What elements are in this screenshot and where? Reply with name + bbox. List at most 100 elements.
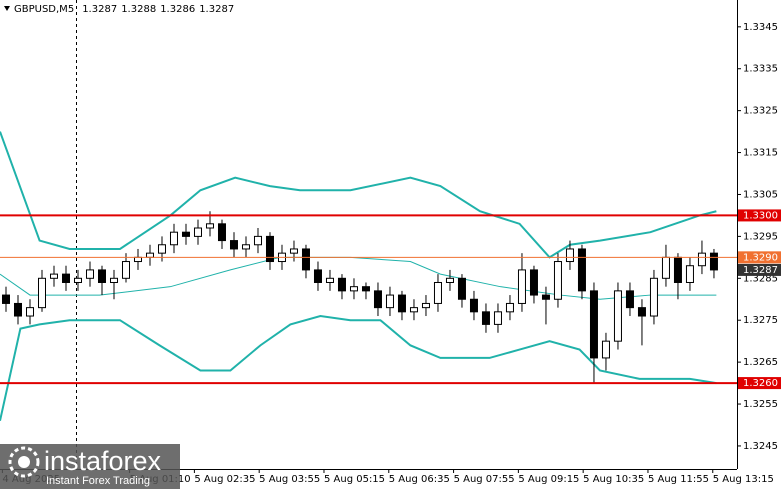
candle-body: [409, 307, 418, 313]
candle-body: [181, 231, 190, 237]
x-tick-label: 5 Aug 06:35: [389, 474, 450, 485]
y-tick-label: 1.3315: [743, 148, 778, 159]
price-level-tag: [738, 209, 781, 222]
candle-body: [145, 252, 154, 258]
price-level-label: 1.3300: [743, 210, 778, 221]
y-tick-label: 1.3285: [743, 273, 778, 284]
y-tick-label: 1.3325: [743, 106, 778, 117]
candle-body: [253, 235, 262, 246]
logo: [8, 446, 40, 478]
y-tick-label: 1.3295: [743, 231, 778, 242]
x-tick-label: 5 Aug 03:55: [259, 474, 320, 485]
candle-body: [73, 277, 82, 283]
candle-body: [289, 248, 298, 254]
candle-body: [313, 269, 322, 283]
candle-body: [1, 294, 10, 304]
high-value: 1.3288: [121, 4, 156, 15]
x-tick-label: 5 Aug 13:15: [713, 474, 774, 485]
y-tick-label: 1.3255: [743, 399, 778, 410]
current-price-label: 1.3287: [743, 265, 778, 276]
candle-body: [361, 286, 370, 292]
candle-body: [373, 290, 382, 309]
candle-body: [349, 286, 358, 292]
candle-body: [637, 307, 646, 317]
price-level-tag: [738, 251, 781, 264]
close-value: 1.3287: [199, 4, 234, 15]
x-tick-label: 5 Aug 05:15: [324, 474, 385, 485]
y-tick-label: 1.3245: [743, 441, 778, 452]
candle-body: [529, 269, 538, 296]
low-value: 1.3286: [160, 4, 195, 15]
candle-body: [61, 273, 70, 283]
y-tick-label: 1.3265: [743, 357, 778, 368]
candle-body: [493, 311, 502, 325]
candle-body: [49, 273, 58, 279]
y-tick-label: 1.3305: [743, 189, 778, 200]
price-level-label: 1.3290: [743, 252, 778, 263]
candle-body: [205, 223, 214, 229]
candle-body: [625, 290, 634, 309]
brand: instaforex: [44, 446, 162, 476]
candle-body: [97, 269, 106, 283]
symbol: GBPUSD,M5: [14, 4, 74, 15]
candle-body: [709, 252, 718, 271]
candle-body: [433, 281, 442, 304]
candle-body: [421, 302, 430, 309]
x-tick-label: 5 Aug 02:35: [194, 474, 255, 485]
candle-body: [565, 248, 574, 263]
candle-body: [169, 231, 178, 246]
candle-body: [265, 235, 274, 263]
candle-body: [589, 290, 598, 359]
candle-body: [397, 294, 406, 313]
candle-body: [577, 248, 586, 292]
y-tick-label: 1.3345: [743, 22, 778, 33]
candle-body: [469, 298, 478, 313]
candle-body: [325, 277, 334, 283]
candle-body: [13, 302, 22, 317]
candle-body: [517, 269, 526, 304]
candle-body: [37, 277, 46, 309]
candle-body: [649, 277, 658, 317]
bollinger-band: [0, 315, 717, 422]
candle-body: [241, 244, 250, 250]
candle-body: [217, 223, 226, 242]
candle-body: [385, 294, 394, 309]
x-tick-label: 5 Aug 11:55: [648, 474, 709, 485]
candle-body: [685, 265, 694, 283]
y-tick-label: 1.3335: [743, 64, 778, 75]
candle-body: [133, 256, 142, 263]
candle-body: [541, 294, 550, 300]
y-tick-label: 1.3275: [743, 315, 778, 326]
price-level-tag: [738, 377, 781, 390]
candle-body: [193, 227, 202, 237]
current-price-tag: [738, 263, 781, 276]
x-tick-label: 5 Aug 10:35: [583, 474, 644, 485]
candle-body: [697, 252, 706, 267]
candle-body: [301, 248, 310, 271]
x-tick-label: 5 Aug 09:15: [518, 474, 579, 485]
candle-body: [85, 269, 94, 279]
candle-body: [601, 340, 610, 359]
chart-header: GBPUSD,M5 1.3287 1.3288 1.3286 1.3287: [14, 4, 234, 15]
candle-body: [445, 277, 454, 283]
watermark: instaforex Instant Forex Trading: [0, 444, 180, 489]
price-level-label: 1.3260: [743, 378, 778, 389]
candle-body: [613, 290, 622, 342]
candle-body: [25, 307, 34, 317]
x-tick-label: 5 Aug 07:55: [454, 474, 515, 485]
candle-body: [661, 256, 670, 279]
candle-body: [505, 302, 514, 313]
candle-body: [457, 277, 466, 300]
candle-body: [109, 277, 118, 283]
bollinger-band: [0, 131, 717, 259]
candle-body: [229, 240, 238, 250]
plot: [0, 131, 718, 422]
candle-body: [673, 256, 682, 283]
candle-body: [121, 261, 130, 279]
candle-body: [157, 244, 166, 254]
logo-core: [18, 456, 30, 468]
tagline: Instant Forex Trading: [46, 475, 150, 487]
candle-body: [337, 277, 346, 292]
